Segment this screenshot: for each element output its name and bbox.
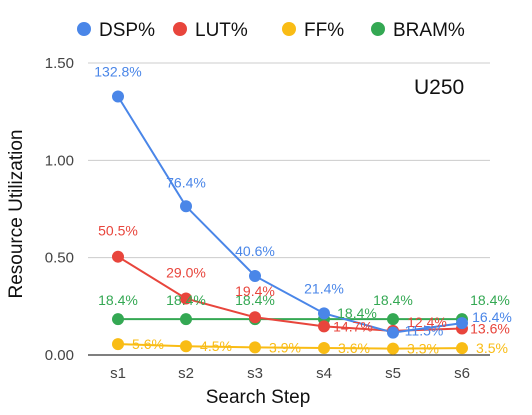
data-label: 50.5% [98,223,138,239]
data-point [387,342,399,355]
data-label: 14.7% [333,318,373,334]
data-point [180,200,192,213]
data-point [249,341,261,354]
x-tick-label: s4 [316,365,332,382]
data-label: 18.4% [337,305,377,321]
data-point [387,313,399,326]
data-label: 3.3% [407,341,439,357]
data-point [318,307,330,320]
data-point [456,317,468,330]
data-point [112,338,124,351]
series-line [117,95,463,334]
data-labels: 18.4% 18.4% 18.4%18.4%18.4% 18.4%50.5%29.0%… [94,63,512,356]
data-label: 29.0% [166,265,206,281]
data-point [318,341,330,354]
data-label: 18.4% [98,292,138,308]
data-label: 40.6% [235,243,275,259]
data-point [249,269,261,282]
x-tick-label: s3 [247,365,263,382]
x-axis-title: Search Step [206,387,311,408]
legend: DSP% LUT% FF% BRAM% [77,20,465,41]
legend-marker [173,22,187,36]
data-label: 21.4% [304,280,344,296]
y-tick-label: 1.00 [45,152,74,169]
x-tick-label: s2 [178,365,194,382]
legend-label: LUT% [195,20,248,41]
data-label: 11.5% [405,323,444,339]
chart-annotation: U250 [414,76,464,99]
y-tick-label: 0.00 [45,347,74,364]
legend-label: BRAM% [393,20,465,41]
data-point [180,313,192,326]
data-point [112,250,124,263]
data-label: 18.4% [470,292,510,308]
x-tick-label: s6 [454,365,470,382]
legend-marker [77,22,91,36]
data-label: 19.4% [235,283,275,299]
data-label: 12.4% [407,314,447,330]
gridlines [88,62,490,356]
x-tick-label: s5 [385,365,401,382]
data-point [318,320,330,333]
x-axis-ticks: s1 s2 s3 s4 s5 s6 [110,365,470,382]
data-label: 3.5% [476,340,508,356]
legend-label: FF% [304,20,344,41]
data-label: 18.4% [235,292,275,308]
x-tick-label: s1 [110,365,126,382]
data-point [112,90,124,103]
series-points [112,90,468,355]
legend-marker [371,22,385,36]
legend-label: DSP% [99,20,155,41]
data-label: 13.6% [470,321,510,337]
data-label: 5.6% [132,336,164,352]
y-tick-label: 0.50 [45,250,74,267]
data-label: 18.4% [373,292,413,308]
data-label: 16.4% [472,309,512,325]
data-point [180,292,192,305]
data-label: 132.8% [94,63,141,79]
y-axis-ticks: 0.00 0.50 1.00 1.50 [45,55,74,364]
legend-marker [282,22,296,36]
data-label: 4.5% [200,338,232,354]
data-label: 76.4% [166,174,206,190]
data-point [456,342,468,355]
data-label: 3.9% [269,339,301,355]
series-line [117,343,463,350]
data-point [112,313,124,326]
y-tick-label: 1.50 [45,55,74,72]
data-point [180,340,192,353]
data-point [249,311,261,324]
data-label: 3.6% [338,340,370,356]
series-lines [117,95,463,350]
y-axis-title: Resource Utilization [6,130,27,299]
data-point [387,326,399,339]
data-label: 18.4% [166,292,206,308]
